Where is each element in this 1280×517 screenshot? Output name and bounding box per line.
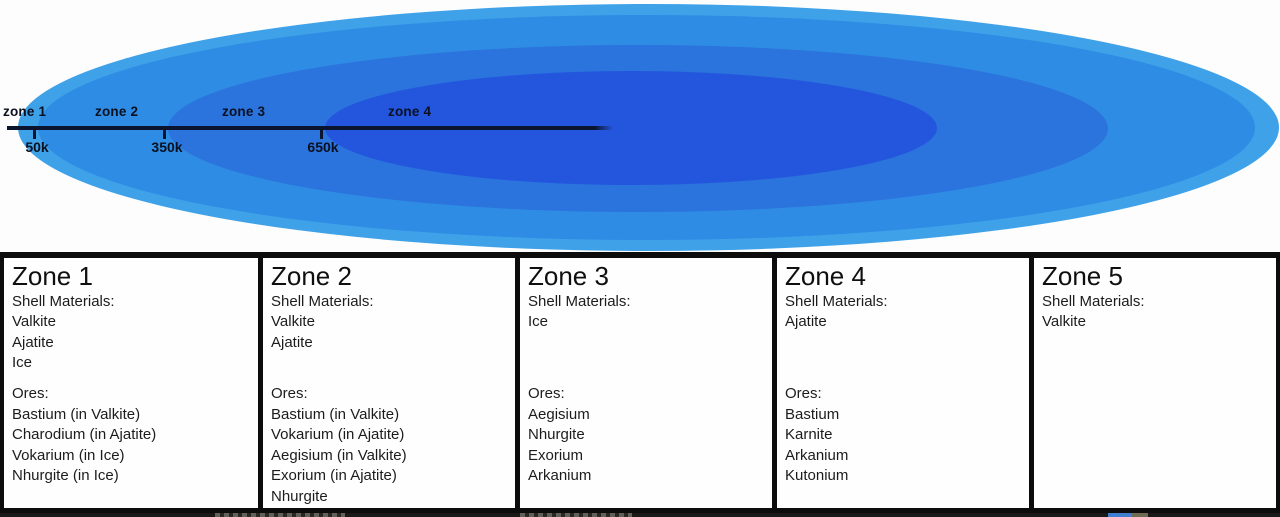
axis-tick-650k (320, 127, 323, 139)
ore-item: Exorium (in Ajatite) (271, 467, 397, 484)
shell-material-item: Valkite (271, 313, 315, 330)
cutoff-tan-fragment (1132, 513, 1148, 517)
shell-materials-list: Ice (528, 312, 772, 384)
shell-material-item: Ajatite (785, 313, 827, 330)
axis-tick-label-350k: 350k (151, 139, 183, 155)
ore-item: Bastium (785, 405, 840, 423)
zone-4-label: zone 4 (388, 104, 432, 119)
ores-heading: Ores: (271, 385, 308, 402)
zone-4-title: Zone 4 (785, 261, 866, 291)
shell-material-item: Ajatite (271, 333, 313, 351)
ore-item: Nhurgite (in Ice) (12, 467, 119, 484)
zone-5-title: Zone 5 (1042, 261, 1123, 291)
shell-materials-heading: Shell Materials: (785, 293, 888, 310)
shell-material-item: Ajatite (12, 333, 54, 351)
zone-3-title: Zone 3 (528, 261, 609, 291)
ores-list: Bastium Karnite Arkanium Kutonium (785, 405, 1029, 487)
shell-materials-list: Ajatite (785, 312, 1029, 384)
shell-materials-heading: Shell Materials: (271, 293, 374, 310)
ore-item: Bastium (in Valkite) (271, 405, 400, 423)
ore-item: Aegisium (in Valkite) (271, 446, 407, 464)
ore-item: Charodium (in Ajatite) (12, 426, 157, 443)
zone-3-panel: Zone 3 Shell Materials: Ice Ores: Aegisi… (520, 258, 777, 508)
ores-heading: Ores: (785, 385, 822, 402)
ores-list: Aegisium Nhurgite Exorium Arkanium (528, 405, 772, 487)
shell-material-item: Valkite (1042, 313, 1086, 330)
shell-materials-heading: Shell Materials: (528, 293, 631, 310)
zone-2-title: Zone 2 (271, 261, 352, 291)
shell-materials-list: Valkite Ajatite (271, 312, 515, 384)
ore-item: Nhurgite (271, 487, 328, 505)
depth-axis-line (7, 126, 613, 130)
ore-item: Vokarium (in Ice) (12, 446, 125, 464)
shell-material-item: Valkite (12, 313, 56, 330)
ore-item: Aegisium (528, 405, 590, 423)
cutoff-caption-smudge (520, 513, 632, 517)
bottom-border-strip (0, 513, 1280, 517)
zone-2-label: zone 2 (95, 104, 139, 119)
ores-heading: Ores: (528, 385, 565, 402)
shell-materials-heading: Shell Materials: (1042, 293, 1145, 310)
zone-1-title: Zone 1 (12, 261, 93, 291)
axis-tick-label-650k: 650k (307, 139, 339, 155)
ore-item: Arkanium (785, 446, 849, 464)
ore-item: Nhurgite (528, 426, 585, 443)
ore-item: Vokarium (in Ajatite) (271, 426, 405, 443)
shell-zones-diagram: zone 1 zone 2 zone 3 zone 4 50k 350k 650… (0, 0, 1280, 252)
zones-info-table: Zone 1 Shell Materials: Valkite Ajatite … (0, 252, 1280, 513)
cutoff-caption-smudge (215, 513, 345, 517)
zone-3-label: zone 3 (222, 104, 266, 119)
zone-4-panel: Zone 4 Shell Materials: Ajatite Ores: Ba… (777, 258, 1034, 508)
zone-1-panel: Zone 1 Shell Materials: Valkite Ajatite … (0, 258, 263, 508)
ore-item: Karnite (785, 426, 833, 443)
shell-material-item: Ice (12, 354, 33, 371)
shell-materials-heading: Shell Materials: (12, 293, 115, 310)
zone-1-label: zone 1 (3, 104, 47, 119)
ore-item: Arkanium (528, 467, 592, 484)
ores-list: Bastium (in Valkite) Vokarium (in Ajatit… (271, 405, 515, 508)
axis-tick-350k (163, 127, 166, 139)
ore-item: Exorium (528, 446, 584, 464)
ores-heading: Ores: (12, 385, 49, 402)
shell-material-item: Ice (528, 313, 549, 330)
ore-item: Kutonium (785, 467, 849, 484)
zone-2-panel: Zone 2 Shell Materials: Valkite Ajatite … (263, 258, 520, 508)
ore-item: Bastium (in Valkite) (12, 405, 141, 423)
axis-tick-50k (33, 127, 36, 139)
cutoff-blue-fragment (1108, 513, 1132, 517)
shell-materials-list: Valkite (1042, 312, 1276, 384)
axis-tick-label-50k: 50k (25, 139, 49, 155)
shell-materials-list: Valkite Ajatite Ice (12, 312, 258, 384)
ores-list: Bastium (in Valkite) Charodium (in Ajati… (12, 405, 258, 487)
zone-5-panel: Zone 5 Shell Materials: Valkite (1034, 258, 1280, 508)
